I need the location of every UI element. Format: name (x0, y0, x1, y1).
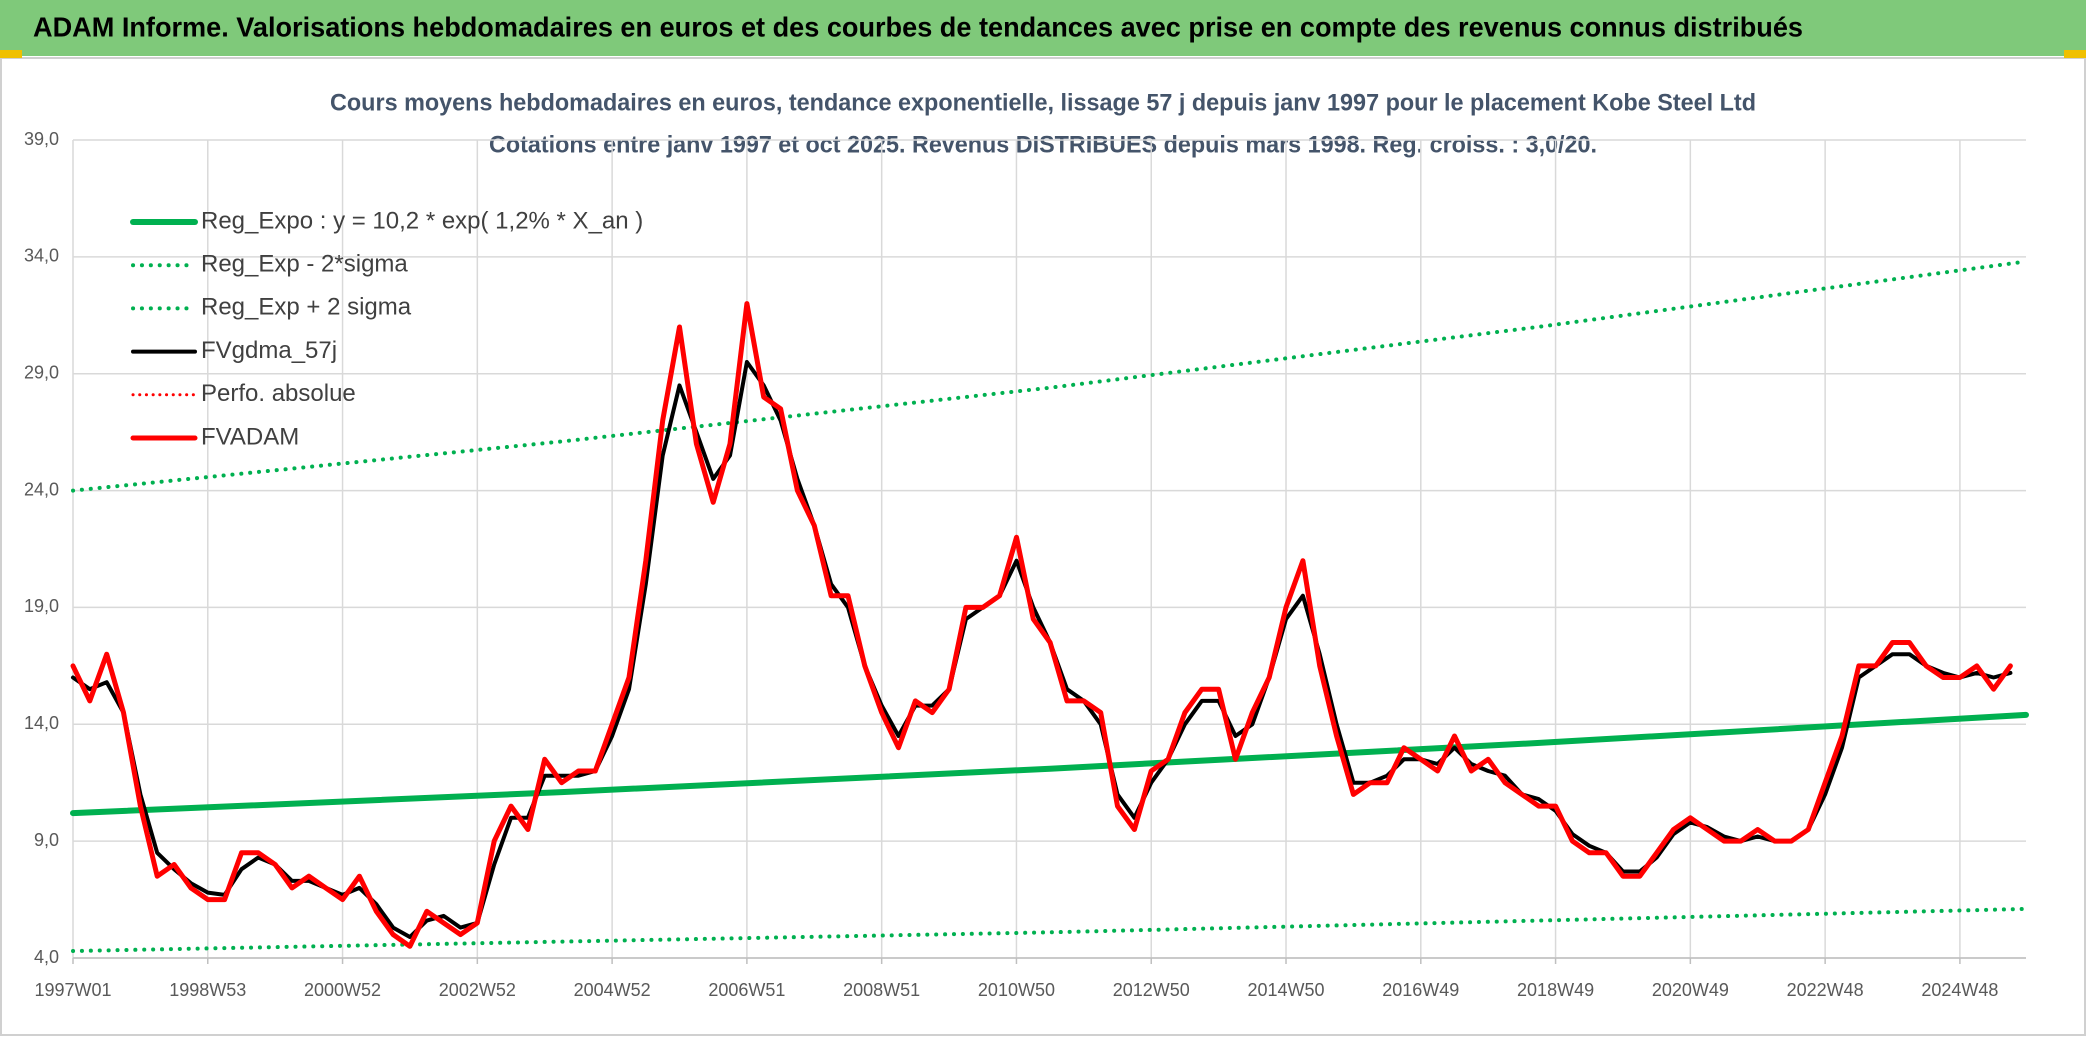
series-line (71, 360, 2013, 939)
chart-frame (0, 57, 2086, 1036)
y-tick-label: 9,0 (34, 830, 59, 850)
header-title: ADAM Informe. Valorisations hebdomadaire… (33, 11, 1803, 42)
x-tick-label: 2010W50 (978, 980, 1055, 1000)
legend-label: FVADAM (201, 423, 299, 450)
series-line (70, 301, 2013, 949)
y-tick-label: 29,0 (24, 362, 59, 382)
legend: Reg_Expo : y = 10,2 * exp( 1,2% * X_an )… (130, 207, 643, 450)
x-tick-label: 2000W52 (304, 980, 381, 1000)
corner (2064, 50, 2086, 58)
x-tick-label: 2022W48 (1787, 980, 1864, 1000)
grid: 4,0 9,0 14,0 19,0 24,0 29,0 34,0 39,0 1997W01 199… (24, 129, 2026, 1000)
y-tick-label: 34,0 (24, 246, 59, 266)
y-tick-label: 19,0 (24, 596, 59, 616)
y-tick-label: 24,0 (24, 479, 59, 499)
x-tick-label: 2004W52 (574, 980, 651, 1000)
chart-subtitle: Cotations entre janv 1997 et oct 2025. R… (489, 131, 1597, 158)
x-tick-label: 2002W52 (439, 980, 516, 1000)
series-line (70, 711, 2029, 817)
header-bar (0, 0, 2086, 56)
x-tick-label: 2006W51 (708, 980, 785, 1000)
corner (0, 50, 22, 58)
x-tick-label: 1997W01 (34, 980, 111, 1000)
legend-label: Reg_Expo : y = 10,2 * exp( 1,2% * X_an ) (201, 207, 643, 234)
x-tick-label: 2020W49 (1652, 980, 1729, 1000)
y-tick-label: 39,0 (24, 129, 59, 149)
x-tick-label: 2018W49 (1517, 980, 1594, 1000)
y-tick-label: 4,0 (34, 947, 59, 967)
x-tick-label: 2016W49 (1382, 980, 1459, 1000)
legend-label: Reg_Exp - 2*sigma (201, 251, 408, 278)
legend-label: FVgdma_57j (201, 337, 337, 364)
x-tick-label: 2012W50 (1113, 980, 1190, 1000)
x-tick-label: 2008W51 (843, 980, 920, 1000)
series-line (71, 259, 2028, 493)
x-tick-label: 1998W53 (169, 980, 246, 1000)
y-tick-label: 14,0 (24, 713, 59, 733)
plot (70, 259, 2029, 953)
legend-label: Reg_Exp + 2 sigma (201, 294, 412, 321)
chart-title: Cours moyens hebdomadaires en euros, ten… (330, 89, 1756, 116)
legend-label: Perfo. absolue (201, 380, 356, 407)
x-tick-label: 2014W50 (1247, 980, 1324, 1000)
series-line (71, 906, 2028, 953)
x-tick-label: 2024W48 (1921, 980, 1998, 1000)
